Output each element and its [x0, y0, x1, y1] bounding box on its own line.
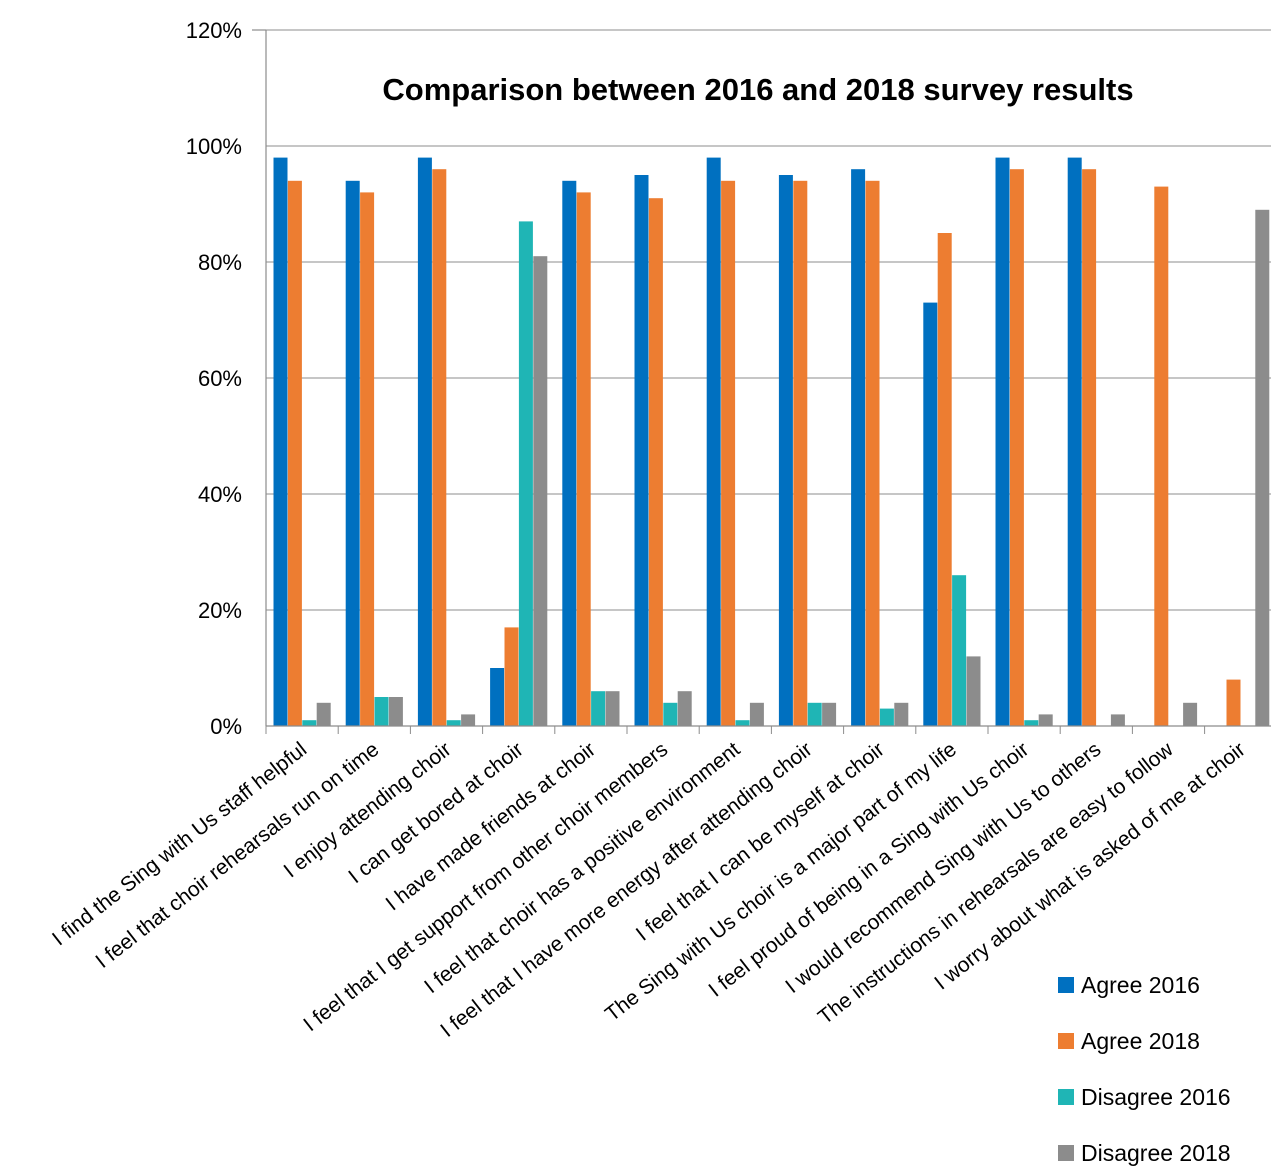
bar: [735, 720, 750, 726]
category-label: I feel that choir rehearsals run on time: [91, 738, 383, 973]
bar: [562, 180, 577, 727]
bar: [851, 169, 866, 726]
bar: [374, 697, 389, 726]
bar: [721, 180, 736, 727]
legend-swatch: [1058, 1145, 1074, 1161]
y-tick-labels: 0% 20% 40% 60% 80% 100% 120%: [186, 18, 242, 739]
bar: [648, 198, 663, 726]
bar: [591, 691, 606, 726]
bar: [937, 233, 952, 726]
legend-label: Agree 2016: [1081, 972, 1200, 998]
bar: [865, 180, 880, 727]
y-tick-label: 0%: [210, 714, 242, 739]
legend-label: Disagree 2016: [1081, 1084, 1231, 1110]
bar: [461, 714, 476, 726]
y-tick-label: 120%: [186, 18, 242, 43]
category-label: I find the Sing with Us staff helpful: [48, 738, 311, 951]
bar: [677, 691, 692, 726]
chart-title: Comparison between 2016 and 2018 survey …: [382, 72, 1133, 107]
bar: [894, 702, 909, 726]
y-tick-label: 40%: [198, 482, 242, 507]
legend-label: Disagree 2018: [1081, 1140, 1231, 1166]
legend-swatch: [1058, 1033, 1074, 1049]
legend: Agree 2016 Agree 2018 Disagree 2016 Disagre…: [1058, 972, 1231, 1166]
bar: [807, 702, 822, 726]
bar: [302, 720, 317, 726]
bar: [1067, 157, 1082, 727]
bar: [1154, 186, 1169, 727]
bar: [504, 627, 519, 726]
bar: [345, 180, 360, 727]
bar: [1110, 714, 1125, 726]
bar: [1082, 169, 1097, 726]
bar: [432, 169, 447, 726]
y-tick-label: 60%: [198, 366, 242, 391]
bar: [576, 192, 591, 726]
bar: [822, 702, 837, 726]
bar: [966, 656, 981, 726]
bar: [952, 575, 967, 726]
bar: [879, 708, 894, 726]
bar: [1009, 169, 1024, 726]
legend-label: Agree 2018: [1081, 1028, 1200, 1054]
bar: [923, 302, 938, 726]
bar: [417, 157, 432, 727]
y-tick-label: 20%: [198, 598, 242, 623]
bar: [446, 720, 461, 726]
bar: [778, 175, 793, 726]
bar: [287, 180, 302, 727]
title-background: [280, 55, 1240, 135]
bars: [273, 157, 1270, 727]
bar: [360, 192, 375, 726]
bar: [793, 180, 808, 727]
legend-swatch: [1058, 1089, 1074, 1105]
bar: [605, 691, 620, 726]
bar: [706, 157, 721, 727]
bar: [533, 256, 548, 726]
bar: [663, 702, 678, 726]
bar: [518, 221, 533, 726]
bar: [1183, 702, 1198, 726]
bar: [1226, 679, 1241, 726]
bar: [490, 668, 505, 726]
bar: [388, 697, 403, 726]
bar: [749, 702, 764, 726]
axes: [252, 29, 1271, 734]
bar: [1255, 209, 1270, 727]
bar: [995, 157, 1010, 727]
y-tick-label: 80%: [198, 250, 242, 275]
bar: [273, 157, 288, 727]
bar: [1038, 714, 1053, 726]
bar: [634, 175, 649, 726]
bar: [1024, 720, 1039, 726]
legend-swatch: [1058, 977, 1074, 993]
y-tick-label: 100%: [186, 134, 242, 159]
bar: [316, 702, 331, 726]
